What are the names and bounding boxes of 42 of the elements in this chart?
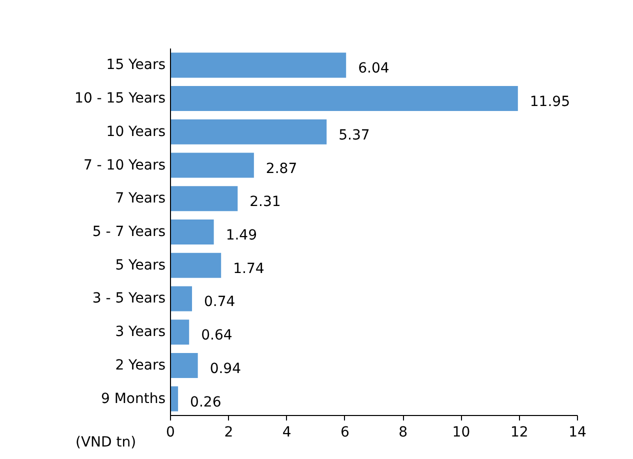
y-tick-label: 2 Years	[115, 357, 166, 374]
data-label: 11.95	[530, 94, 570, 110]
bar	[170, 320, 190, 345]
bar	[170, 219, 214, 245]
bar	[170, 352, 198, 378]
y-tick-label: 3 Years	[115, 324, 166, 340]
bar	[170, 52, 346, 78]
y-tick-label: 15 Years	[106, 57, 166, 74]
bar	[170, 86, 518, 112]
bar	[170, 152, 254, 178]
bar	[170, 252, 222, 278]
y-tick-label: 10 - 15 Years	[74, 90, 166, 107]
x-tick-label: 8	[398, 424, 408, 440]
x-tick-label: 10	[452, 424, 470, 440]
data-label: 0.26	[190, 394, 222, 410]
data-label: 2.87	[266, 160, 298, 177]
y-tick-label: 9 Months	[100, 390, 166, 407]
x-tick-label: 6	[340, 424, 350, 440]
bar	[170, 119, 327, 144]
bar	[170, 286, 192, 312]
data-label: 1.49	[226, 228, 257, 244]
y-tick-label: 7 Years	[115, 190, 166, 207]
x-tick-label: 4	[282, 424, 292, 440]
y-tick-label: 7 - 10 Years	[83, 157, 166, 174]
y-tick-label: 5 Years	[115, 257, 166, 274]
x-tick-label: 12	[510, 424, 528, 440]
bar	[170, 386, 178, 412]
x-axis-title: (VND tn)	[76, 434, 136, 450]
data-label: 0.94	[210, 360, 242, 377]
data-label: 1.74	[233, 260, 264, 277]
y-tick-label: 10 Years	[106, 124, 166, 140]
data-label: 0.74	[204, 294, 236, 310]
x-tick-label: 2	[224, 424, 234, 440]
bar	[170, 186, 238, 212]
data-label: 2.31	[250, 194, 281, 210]
y-tick-label: 5 - 7 Years	[92, 224, 166, 240]
y-tick-label: 3 - 5 Years	[92, 290, 166, 307]
data-label: 0.64	[201, 328, 232, 344]
x-tick-label: 0	[166, 424, 175, 440]
x-tick-label: 14	[568, 424, 586, 440]
data-label: 6.04	[358, 60, 390, 77]
data-label: 5.37	[338, 127, 370, 144]
